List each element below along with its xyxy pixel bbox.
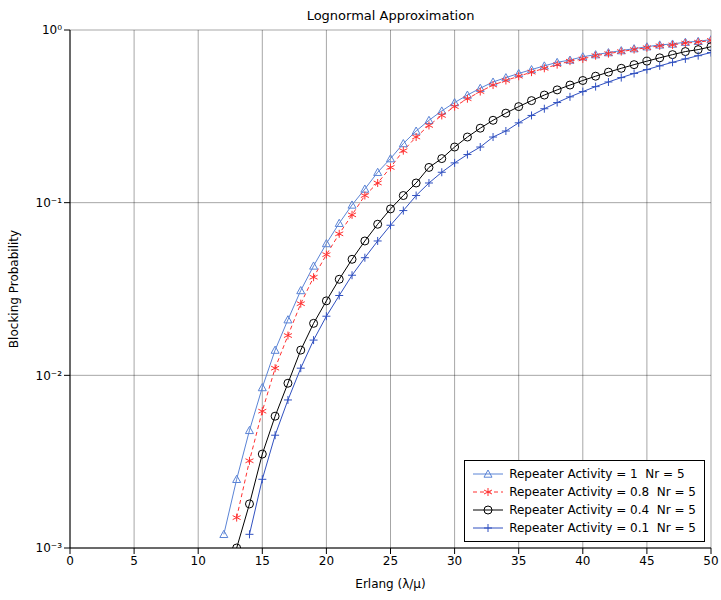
- svg-text:40: 40: [575, 554, 590, 568]
- svg-text:Blocking Probability: Blocking Probability: [7, 230, 21, 348]
- svg-text:35: 35: [511, 554, 526, 568]
- html-text:Lognormal Approximation: Lognormal Approximation: [306, 8, 475, 23]
- svg-text:30: 30: [447, 554, 462, 568]
- svg-text:0: 0: [66, 554, 74, 568]
- svg-text:10⁰: 10⁰: [42, 23, 62, 37]
- svg-text:20: 20: [319, 554, 334, 568]
- svg-text:Erlang (λ/μ): Erlang (λ/μ): [355, 577, 425, 591]
- html-text:Repeater Activity = 0.8 Nr = 5: Repeater Activity = 0.8 Nr = 5: [509, 485, 696, 499]
- svg-text:10: 10: [191, 554, 206, 568]
- svg-text:10⁻²: 10⁻²: [36, 369, 63, 383]
- svg-text:5: 5: [130, 554, 138, 568]
- svg-text:45: 45: [639, 554, 654, 568]
- svg-text:15: 15: [255, 554, 270, 568]
- html-text:Repeater Activity = 0.4 Nr = 5: Repeater Activity = 0.4 Nr = 5: [509, 503, 696, 517]
- svg-text:10⁻³: 10⁻³: [36, 541, 63, 555]
- html-text:Repeater Activity = 0.1 Nr = 5: Repeater Activity = 0.1 Nr = 5: [509, 521, 696, 535]
- svg-text:10⁻¹: 10⁻¹: [36, 196, 63, 210]
- svg-text:50: 50: [703, 554, 718, 568]
- html-text:Repeater Activity = 1 Nr = 5: Repeater Activity = 1 Nr = 5: [509, 467, 685, 481]
- svg-text:25: 25: [383, 554, 398, 568]
